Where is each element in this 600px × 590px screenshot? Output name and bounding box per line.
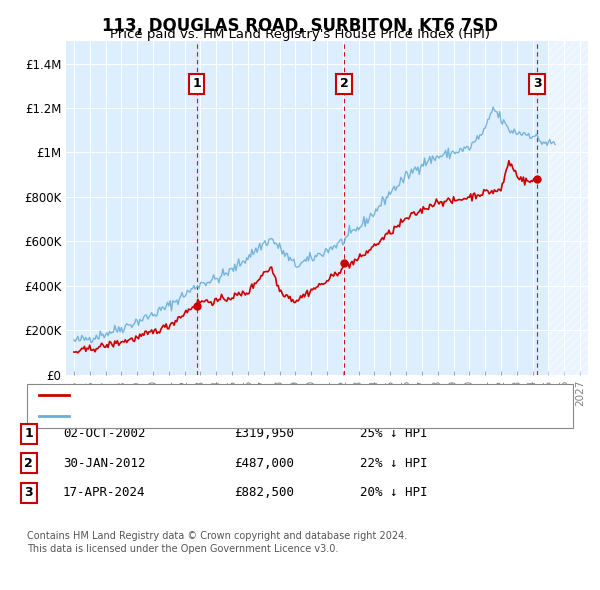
Text: 2: 2 [25, 457, 33, 470]
Text: 1: 1 [192, 77, 201, 90]
Text: 20% ↓ HPI: 20% ↓ HPI [360, 486, 427, 499]
Text: 113, DOUGLAS ROAD, SURBITON, KT6 7SD: 113, DOUGLAS ROAD, SURBITON, KT6 7SD [102, 17, 498, 35]
Text: 113, DOUGLAS ROAD, SURBITON, KT6 7SD (detached house): 113, DOUGLAS ROAD, SURBITON, KT6 7SD (de… [75, 391, 414, 400]
Text: 3: 3 [533, 77, 542, 90]
Text: £487,000: £487,000 [234, 457, 294, 470]
Text: Price paid vs. HM Land Registry's House Price Index (HPI): Price paid vs. HM Land Registry's House … [110, 28, 490, 41]
Text: 30-JAN-2012: 30-JAN-2012 [63, 457, 146, 470]
Text: £319,950: £319,950 [234, 427, 294, 440]
Text: £882,500: £882,500 [234, 486, 294, 499]
Text: This data is licensed under the Open Government Licence v3.0.: This data is licensed under the Open Gov… [27, 544, 338, 554]
Text: 3: 3 [25, 486, 33, 499]
Text: 25% ↓ HPI: 25% ↓ HPI [360, 427, 427, 440]
Text: HPI: Average price, detached house, Kingston upon Thames: HPI: Average price, detached house, King… [75, 411, 409, 421]
Text: 2: 2 [340, 77, 349, 90]
Text: 22% ↓ HPI: 22% ↓ HPI [360, 457, 427, 470]
Text: Contains HM Land Registry data © Crown copyright and database right 2024.: Contains HM Land Registry data © Crown c… [27, 531, 407, 541]
Text: 1: 1 [25, 427, 33, 440]
Text: 17-APR-2024: 17-APR-2024 [63, 486, 146, 499]
Text: 02-OCT-2002: 02-OCT-2002 [63, 427, 146, 440]
Bar [548, 41, 588, 375]
